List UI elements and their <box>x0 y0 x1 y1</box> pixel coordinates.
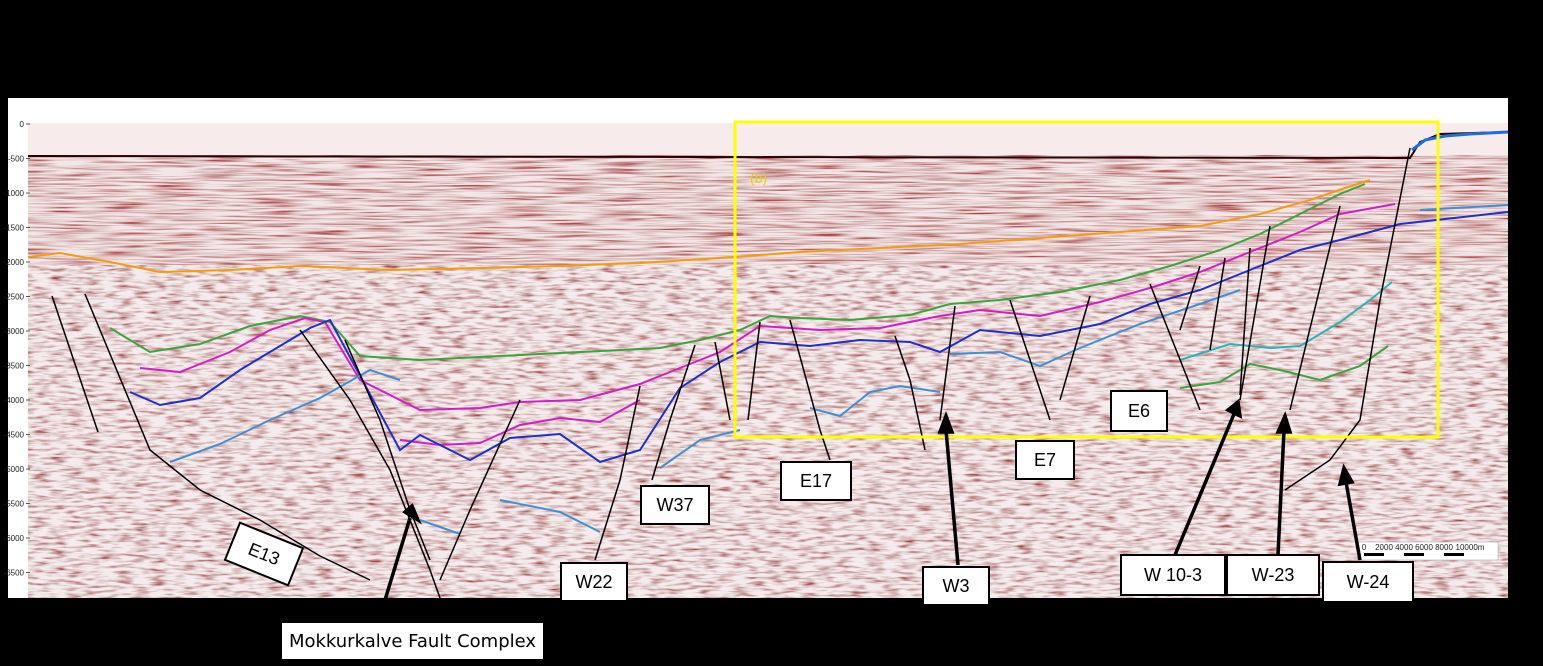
horizon-orange <box>27 179 1371 274</box>
label-e6: E6 <box>1110 390 1168 432</box>
depth-tick-label: -500 <box>8 155 25 164</box>
scale-bar: 0 2000 4000 6000 8000 10000m <box>1357 541 1499 561</box>
scale-tick-label: 2000 <box>1375 543 1393 552</box>
faults <box>51 147 1411 599</box>
horizon-cyan <box>1179 281 1393 361</box>
depth-tick-label: -4000 <box>4 396 25 405</box>
depth-tick-label: -6500 <box>4 569 25 578</box>
depth-tick-label: -1000 <box>4 189 25 198</box>
label-w10-3: W 10-3 <box>1120 554 1226 596</box>
label-w23: W-23 <box>1226 554 1320 596</box>
depth-tick-label: -4500 <box>4 431 25 440</box>
label-w37: W37 <box>640 485 710 525</box>
depth-tick-label: -2500 <box>4 293 25 302</box>
depth-tick-label: -3500 <box>4 362 25 371</box>
depth-tick-label: -5000 <box>4 465 25 474</box>
horizon-blue <box>129 211 1509 464</box>
arrows <box>383 398 1362 601</box>
horizon-lightblue <box>169 204 1509 535</box>
horizon-green-lower <box>1179 345 1389 389</box>
label-w24: W-24 <box>1322 561 1414 603</box>
depth-tick-label: -3000 <box>4 327 25 336</box>
highlight-label: (b) <box>750 170 767 186</box>
scale-tick-label: 4000 <box>1395 543 1413 552</box>
label-mokkurkalve-fault-complex: Mokkurkalve Fault Complex <box>280 621 545 661</box>
depth-tick-label: -1500 <box>4 224 25 233</box>
water-column <box>28 123 1508 157</box>
label-e17: E17 <box>780 461 852 501</box>
depth-tick-label: 0 <box>20 120 25 129</box>
depth-tick-label: -6000 <box>4 534 25 543</box>
label-w3: W3 <box>922 566 990 606</box>
scale-tick-label: 0 <box>1362 543 1367 552</box>
seabed-blue <box>1411 130 1509 152</box>
scale-tick-label: 10000m <box>1456 543 1485 552</box>
depth-tick-label: -5500 <box>4 500 25 509</box>
depth-tick-label: -2000 <box>4 258 25 267</box>
scale-tick-label: 8000 <box>1435 543 1453 552</box>
seismic-upper <box>28 155 1508 285</box>
label-w22: W22 <box>560 562 628 602</box>
scale-tick-label: 6000 <box>1415 543 1433 552</box>
label-e7: E7 <box>1015 440 1075 480</box>
highlight-box <box>733 120 1440 439</box>
depth-axis: 0 -500 -1000 -1500 -2000 -2500 -3000 -3500 -4000… <box>4 120 30 578</box>
horizon-magenta <box>139 203 1396 412</box>
